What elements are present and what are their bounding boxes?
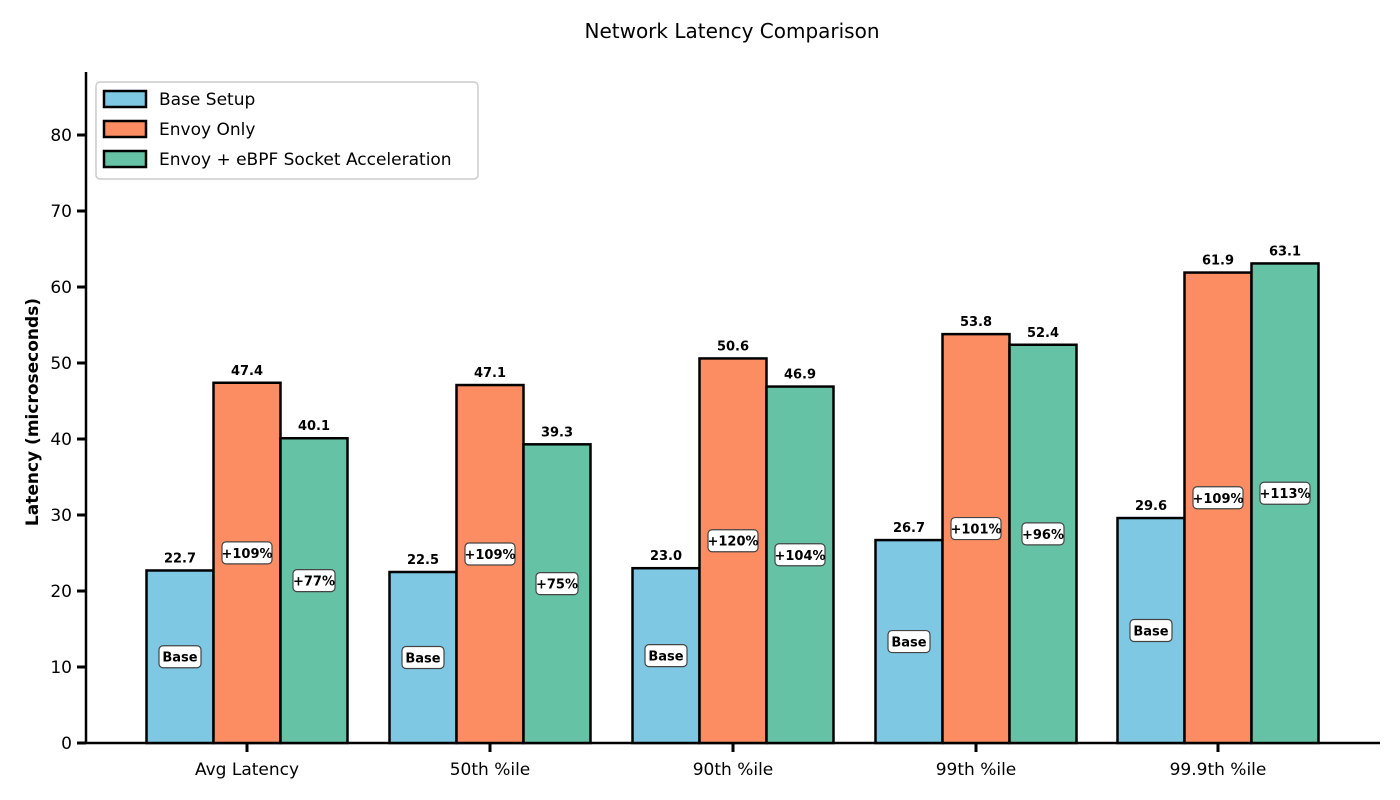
bar-annotation-box bbox=[292, 569, 336, 593]
bar-annotation: +75% bbox=[536, 578, 578, 593]
bar-annotation-box bbox=[774, 543, 826, 567]
bar-value-label: 23.0 bbox=[650, 549, 682, 564]
bar-annotation: +113% bbox=[1259, 487, 1310, 502]
axes: 0 10 20 30 40 50 60 70 80 Latency (microseconds) A… bbox=[23, 72, 1380, 780]
bar-annotation-box bbox=[158, 645, 202, 669]
legend-label: Envoy + eBPF Socket Acceleration bbox=[159, 150, 452, 170]
y-tick-label: 30 bbox=[50, 506, 72, 526]
bar-annotation: +101% bbox=[950, 523, 1001, 538]
x-tick-label: 90th %ile bbox=[693, 760, 774, 780]
bar-annotation: Base bbox=[891, 636, 926, 651]
bar-annotation: Base bbox=[1133, 625, 1168, 640]
bar-value-label: 53.8 bbox=[960, 315, 992, 330]
x-tick-label: 99th %ile bbox=[936, 760, 1017, 780]
bar-annotation: Base bbox=[162, 651, 197, 666]
legend-swatch bbox=[102, 89, 148, 109]
bar-annotation: Base bbox=[405, 652, 440, 667]
bar-annotation: +120% bbox=[707, 535, 758, 550]
bar-annotation-box bbox=[464, 542, 516, 566]
bar-annotation-box bbox=[644, 643, 688, 668]
y-tick-label: 40 bbox=[50, 430, 72, 450]
bar-value-label: 52.4 bbox=[1027, 326, 1059, 341]
bar-value-label: 39.3 bbox=[541, 425, 573, 440]
bar-annotation: +109% bbox=[221, 547, 272, 562]
legend: Base Setup Envoy Only Envoy + eBPF Socket … bbox=[95, 81, 479, 180]
bar-value-label: 50.6 bbox=[717, 339, 749, 354]
bar-annotation: +96% bbox=[1022, 528, 1064, 543]
x-tick-label: Avg Latency bbox=[195, 760, 299, 780]
bar-value-label: 40.1 bbox=[298, 419, 330, 434]
legend-swatch bbox=[102, 119, 148, 139]
y-tick-label: 80 bbox=[50, 126, 72, 146]
bar-annotation-box bbox=[1129, 618, 1173, 643]
bar-annotation-box bbox=[535, 572, 579, 596]
bar-annotation: +109% bbox=[1192, 492, 1243, 507]
bar-annotation-box bbox=[950, 516, 1002, 541]
x-tick-label: 99.9th %ile bbox=[1170, 760, 1267, 780]
y-tick-label: 10 bbox=[50, 658, 72, 678]
bar-annotation-box bbox=[221, 541, 273, 565]
bar-value-label: 63.1 bbox=[1269, 244, 1301, 259]
bar-annotation: +109% bbox=[464, 548, 515, 563]
bar-annotation-box bbox=[707, 529, 759, 553]
bar-value-label: 22.5 bbox=[407, 553, 439, 568]
chart-title: Network Latency Comparison bbox=[584, 19, 879, 43]
bar-value-label: 22.7 bbox=[164, 551, 196, 566]
bar-value-label: 47.4 bbox=[231, 364, 263, 379]
y-tick-label: 20 bbox=[50, 582, 72, 602]
legend-label: Base Setup bbox=[159, 90, 255, 110]
legend-label: Envoy Only bbox=[159, 120, 255, 140]
y-tick-label: 70 bbox=[50, 202, 72, 222]
legend-box bbox=[95, 81, 479, 180]
y-tick-label: 50 bbox=[50, 354, 72, 374]
bars: 22.7 Base 47.4 +109% 40.1 +77% 22.5 Base 47.1 +10… bbox=[145, 244, 1320, 745]
bar-annotation: +104% bbox=[774, 549, 825, 564]
bar-annotation-box bbox=[1192, 486, 1244, 510]
bar-annotation-box bbox=[1259, 481, 1311, 505]
y-tick-label: 0 bbox=[61, 734, 72, 754]
bar-annotation-box bbox=[401, 645, 445, 670]
y-axis-label: Latency (microseconds) bbox=[23, 298, 43, 526]
bar-value-label: 61.9 bbox=[1202, 254, 1234, 269]
bar-annotation: +77% bbox=[293, 575, 335, 590]
bar-value-label: 47.1 bbox=[474, 366, 506, 381]
bar-value-label: 26.7 bbox=[893, 521, 925, 536]
bar-value-label: 29.6 bbox=[1135, 499, 1167, 514]
legend-swatch bbox=[102, 149, 148, 169]
x-tick-label: 50th %ile bbox=[450, 760, 531, 780]
bar-annotation-box bbox=[1021, 522, 1065, 546]
bar-annotation-box bbox=[887, 629, 931, 654]
bar-value-label: 46.9 bbox=[784, 368, 816, 383]
bar-annotation: Base bbox=[648, 650, 683, 665]
y-tick-label: 60 bbox=[50, 278, 72, 298]
